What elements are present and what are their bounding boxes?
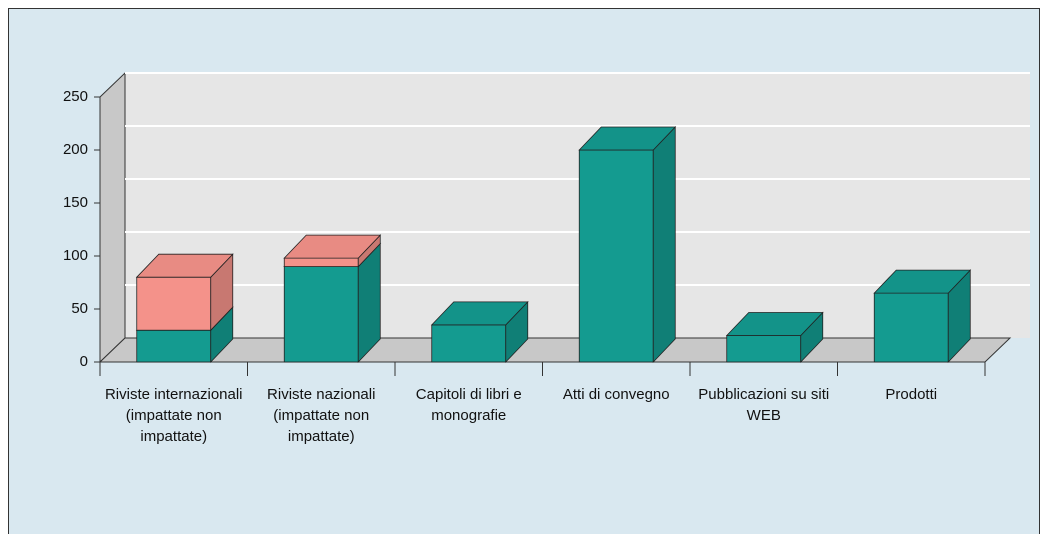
y-tick-label: 250 xyxy=(63,88,88,105)
x-tick-label: Atti di convegno xyxy=(562,386,670,403)
y-tick-label: 50 xyxy=(71,300,88,317)
bar-segment xyxy=(725,311,824,363)
bar-top xyxy=(725,312,824,336)
side-wall xyxy=(99,71,126,364)
y-tick-label: 100 xyxy=(63,247,88,264)
bar-top xyxy=(135,253,234,278)
bar-front xyxy=(136,329,212,363)
bar-front xyxy=(726,335,802,363)
bar-front xyxy=(136,276,212,331)
bar-top xyxy=(283,234,382,259)
bar-front xyxy=(578,149,654,363)
bar-top xyxy=(578,126,677,151)
bar-front xyxy=(431,324,507,363)
bar-segment xyxy=(283,234,382,268)
bar-segment xyxy=(430,300,529,363)
bar-top xyxy=(873,269,972,294)
y-tick-label: 150 xyxy=(63,194,88,211)
bar-top xyxy=(430,301,529,326)
bar-front xyxy=(873,292,949,363)
x-tick-label: Prodotti xyxy=(885,386,938,403)
bar-front xyxy=(283,257,359,267)
bar-side xyxy=(652,126,676,363)
x-tick-label: Capitoli di libri e monografie xyxy=(415,386,522,424)
y-tick-label: 200 xyxy=(63,141,88,158)
y-tick-label: 0 xyxy=(80,353,88,370)
floor xyxy=(98,337,1012,363)
bar-segment xyxy=(135,253,234,332)
x-tick-label: Riviste internazionali (impattate non im… xyxy=(104,386,243,445)
bar-front xyxy=(283,266,359,363)
bar-segment xyxy=(578,126,677,363)
x-tick-label: Pubblicazioni su siti WEB xyxy=(698,386,830,424)
bar-segment xyxy=(873,269,972,363)
x-tick-label: Riviste nazionali (impattate non impatta… xyxy=(267,386,376,445)
